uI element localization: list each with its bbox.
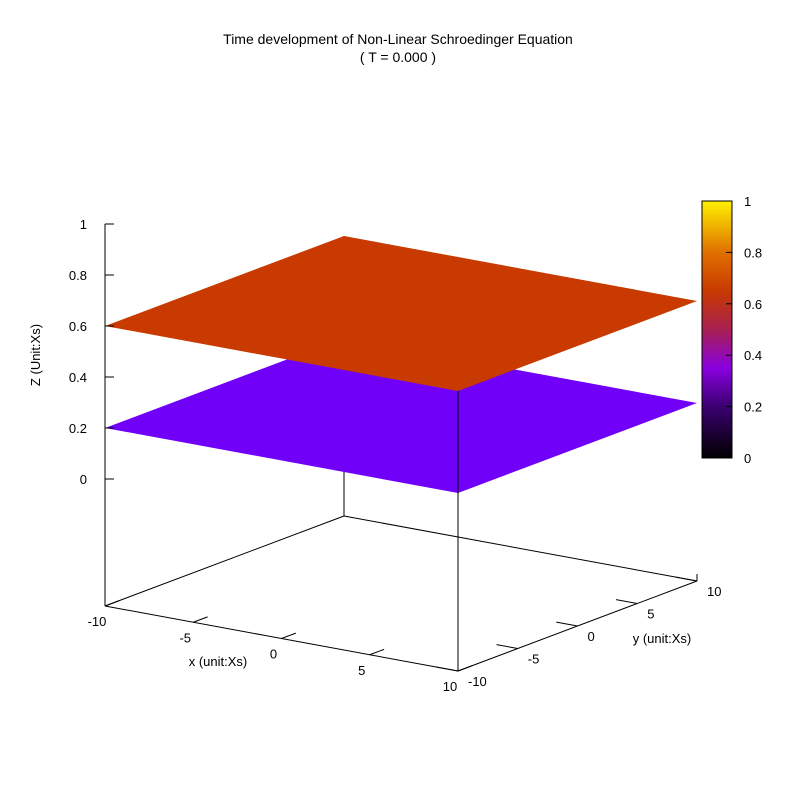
x-tick-label: -5 bbox=[179, 630, 191, 645]
y-tick bbox=[556, 621, 578, 627]
y-tick bbox=[436, 666, 459, 672]
x-tick bbox=[281, 632, 297, 639]
surfaces bbox=[105, 236, 697, 493]
surface-z-0_2 bbox=[105, 338, 697, 493]
colorbar: 0 0.2 0.4 0.6 0.8 1 bbox=[701, 194, 762, 466]
y-tick bbox=[496, 644, 518, 649]
surface-z-0_6 bbox=[105, 236, 697, 391]
tick-labels: 0 0.2 0.4 0.6 0.8 1 -10 -5 0 5 10 -10 -5 0 5 10 bbox=[69, 217, 722, 694]
floor-edge-back bbox=[343, 515, 698, 582]
x-tick bbox=[104, 600, 120, 607]
x-tick-label: 10 bbox=[443, 679, 457, 694]
y-tick-label: -10 bbox=[468, 674, 487, 689]
colorbar-tick-label: 1 bbox=[744, 194, 751, 209]
z-tick-label: 0.2 bbox=[69, 421, 87, 436]
y-tick bbox=[615, 599, 638, 604]
x-tick bbox=[457, 665, 473, 672]
floor-edge-left bbox=[104, 515, 345, 607]
chart-subtitle: ( T = 0.000 ) bbox=[360, 49, 436, 65]
colorbar-tick-label: 0.8 bbox=[744, 245, 762, 260]
y-tick-label: 10 bbox=[707, 584, 721, 599]
x-tick-label: -10 bbox=[88, 614, 107, 629]
colorbar-gradient bbox=[701, 200, 733, 459]
chart-title: Time development of Non-Linear Schroedin… bbox=[223, 31, 573, 47]
x-tick-label: 5 bbox=[358, 663, 365, 678]
x-tick-label: 0 bbox=[270, 647, 277, 662]
colorbar-tick-label: 0.4 bbox=[744, 348, 762, 363]
z-tick-label: 1 bbox=[80, 217, 87, 232]
x-tick bbox=[369, 648, 385, 656]
y-axis-label: y (unit:Xs) bbox=[633, 631, 692, 646]
z-tick-label: 0.4 bbox=[69, 370, 87, 385]
z-tick-label: 0.8 bbox=[69, 268, 87, 283]
colorbar-tick-label: 0.2 bbox=[744, 400, 762, 415]
z-tick-label: 0.6 bbox=[69, 319, 87, 334]
front-frame bbox=[457, 391, 698, 671]
colorbar-tick-label: 0.6 bbox=[744, 297, 762, 312]
x-axis-label: x (unit:Xs) bbox=[189, 654, 248, 669]
z-axis-label: Z (Unit:Xs) bbox=[28, 324, 43, 386]
y-tick-label: 5 bbox=[647, 607, 654, 622]
y-tick-label: -5 bbox=[528, 652, 540, 667]
y-tick bbox=[675, 576, 698, 582]
y-tick-label: 0 bbox=[588, 629, 595, 644]
x-tick bbox=[193, 616, 208, 623]
colorbar-tick-label: 0 bbox=[744, 451, 751, 466]
z-tick-label: 0 bbox=[80, 472, 87, 487]
